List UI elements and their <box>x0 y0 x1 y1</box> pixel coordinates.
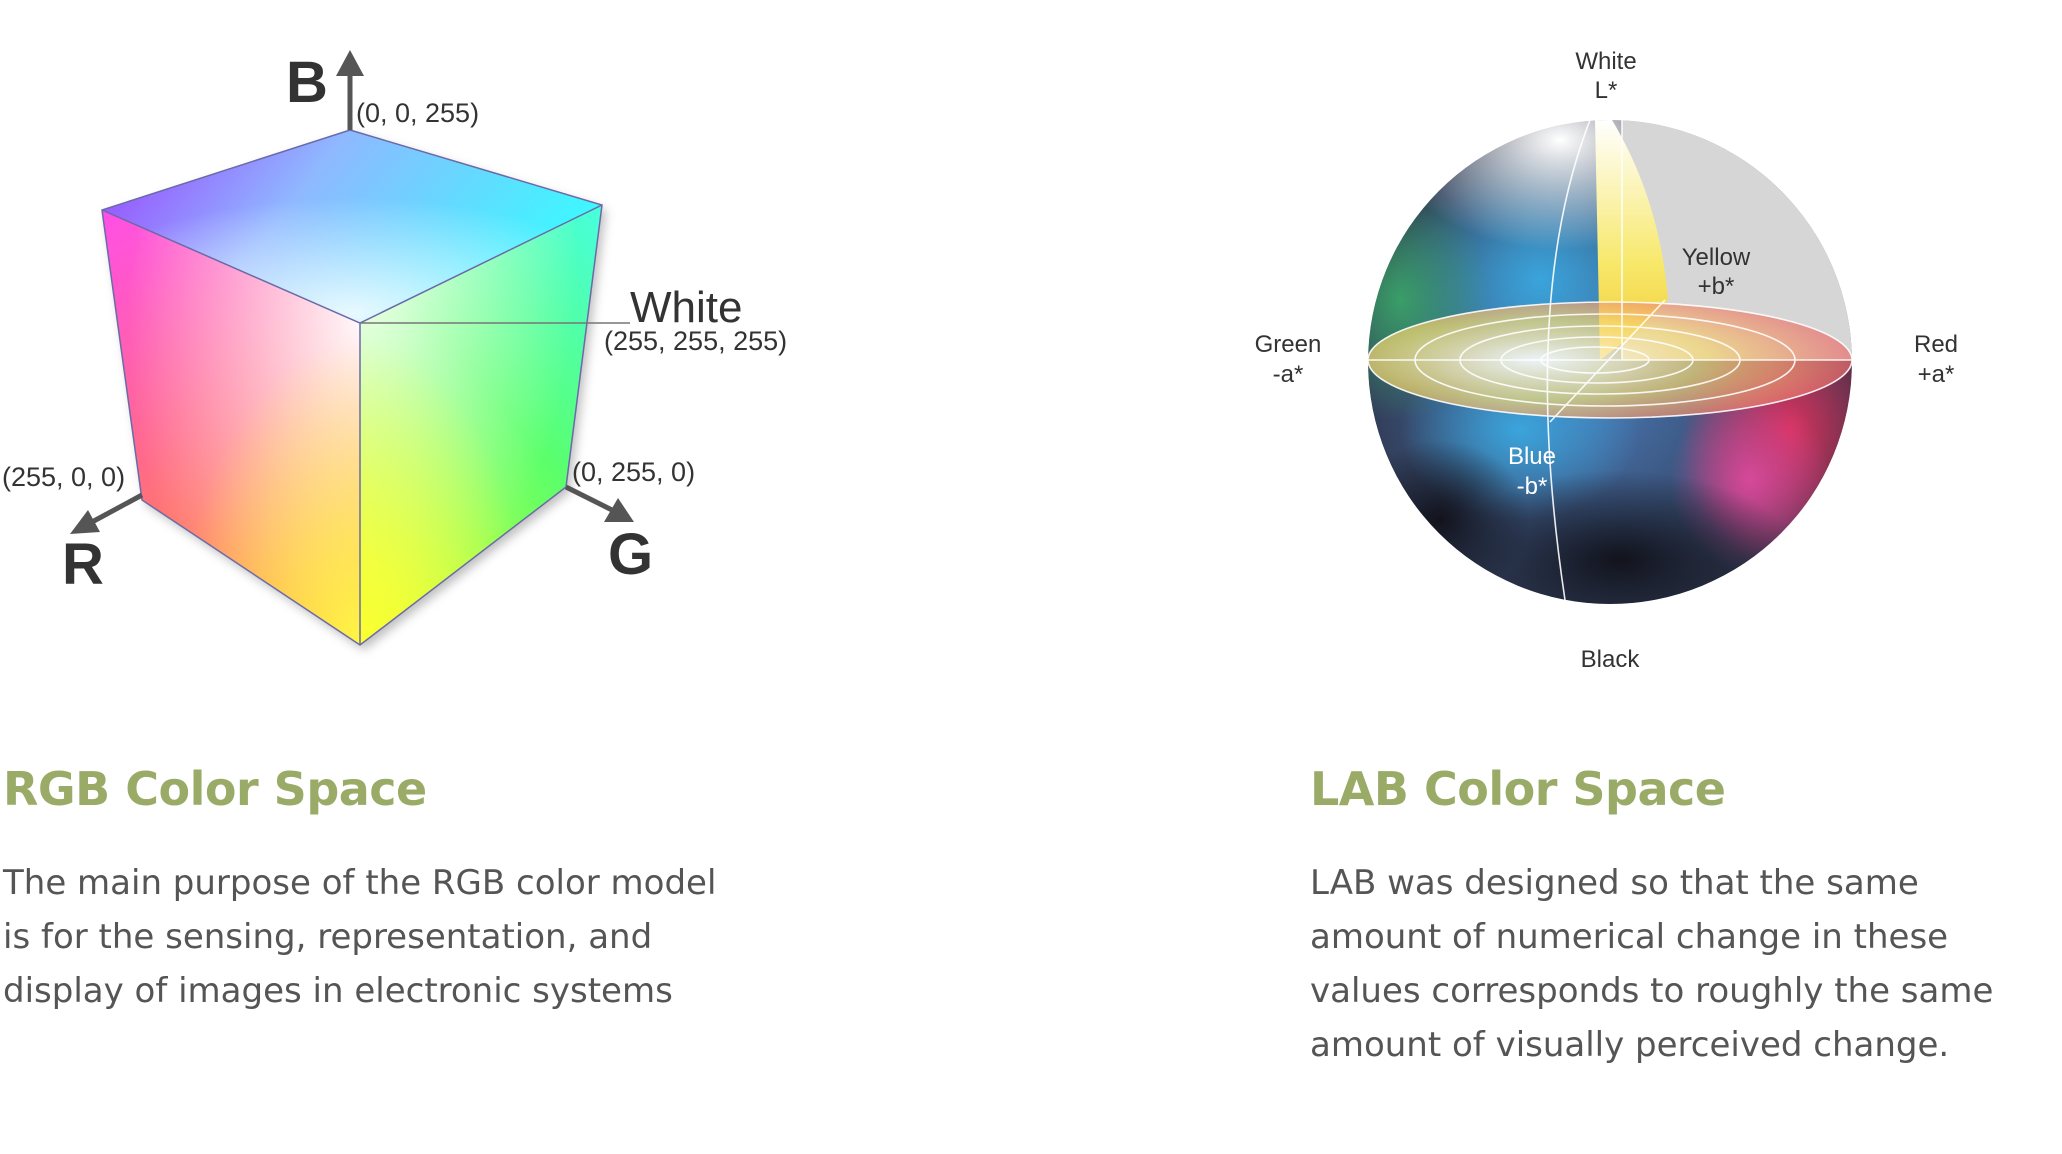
cube-left-face-yellow <box>102 210 360 645</box>
red-label: Red <box>1914 331 1958 358</box>
rgb-panel: B R G (0, 0, 255) White (255, 255, 255) … <box>0 0 900 1154</box>
black-pole-label: Black <box>1581 646 1641 673</box>
axis-label-g: G <box>608 522 653 587</box>
axis-label-r: R <box>62 532 104 597</box>
blue-label: Blue <box>1508 443 1556 470</box>
rgb-cube <box>102 130 602 645</box>
cube-top-face-highlight <box>102 130 602 323</box>
lab-description-line: amount of visually perceived change. <box>1310 1025 1950 1065</box>
lab-sphere-diagram: White L* Yellow +b* Green -a* Red +a* Bl… <box>1255 48 1958 673</box>
rgb-description: The main purpose of the RGB color model … <box>3 856 883 1018</box>
red-axis-arrow <box>70 492 144 534</box>
lab-description-line: amount of numerical change in these <box>1310 917 1949 957</box>
lab-description: LAB was designed so that the same amount… <box>1310 856 2050 1072</box>
blue-value-label: (0, 0, 255) <box>356 98 479 128</box>
rgb-description-line: display of images in electronic systems <box>3 971 673 1011</box>
lab-heading: LAB Color Space <box>1310 762 1726 816</box>
green-axis: -a* <box>1273 361 1304 388</box>
rgb-description-line: The main purpose of the RGB color model <box>3 863 717 903</box>
blue-axis: -b* <box>1517 473 1548 500</box>
rgb-heading: RGB Color Space <box>3 762 427 816</box>
cube-right-face-yellow <box>360 205 602 645</box>
green-axis-arrow <box>564 484 634 522</box>
lab-description-line: values corresponds to roughly the same <box>1310 971 1994 1011</box>
red-axis: +a* <box>1918 361 1955 388</box>
white-pole-label: White <box>1575 48 1636 75</box>
lab-sphere <box>1368 120 1852 604</box>
yellow-wedge <box>1595 120 1668 360</box>
green-value-label: (0, 255, 0) <box>572 457 695 487</box>
white-value-label: (255, 255, 255) <box>604 326 787 356</box>
white-pole-axis: L* <box>1595 77 1618 104</box>
yellow-label: Yellow <box>1682 244 1751 271</box>
blue-axis-arrow <box>336 50 364 130</box>
lab-grid-lines <box>1367 119 1853 601</box>
axis-label-b: B <box>286 50 328 115</box>
green-label: Green <box>1255 331 1322 358</box>
red-value-label: (255, 0, 0) <box>2 462 125 492</box>
lab-description-line: LAB was designed so that the same <box>1310 863 1919 903</box>
rgb-description-line: is for the sensing, representation, and <box>3 917 653 957</box>
lab-panel: White L* Yellow +b* Green -a* Red +a* Bl… <box>1240 0 2062 1154</box>
rgb-cube-diagram: B R G (0, 0, 255) White (255, 255, 255) … <box>2 50 787 646</box>
white-corner-label: White <box>630 283 742 332</box>
yellow-axis: +b* <box>1698 273 1735 300</box>
sphere-cutaway <box>1622 120 1852 360</box>
